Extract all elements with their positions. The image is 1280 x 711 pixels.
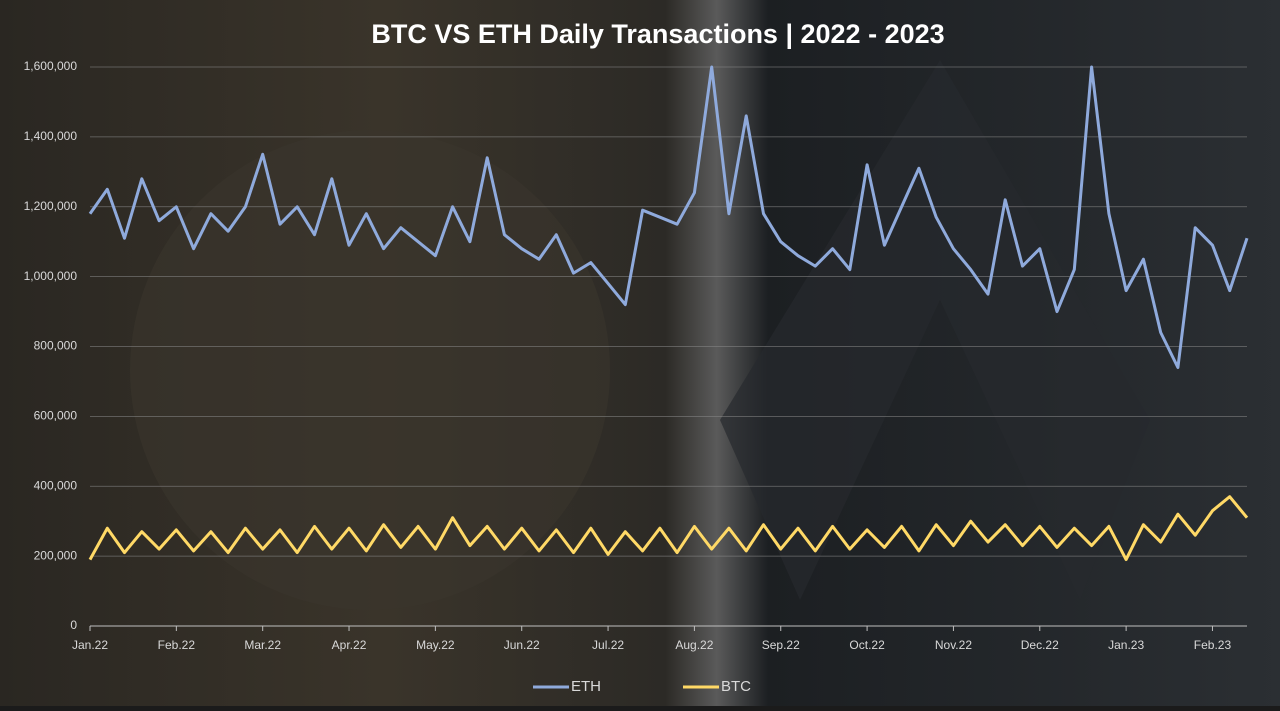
x-tick-label: Feb.23 [1194, 638, 1232, 652]
data-line [88, 495, 1249, 562]
x-tick-label: Jan.23 [1108, 638, 1144, 652]
x-tick-label: Jul.22 [592, 638, 624, 652]
x-tick-label: Jan.22 [72, 638, 108, 652]
y-tick-label: 1,400,000 [24, 129, 78, 143]
x-tick-label: Feb.22 [158, 638, 196, 652]
x-tick-label: Jun.22 [504, 638, 540, 652]
y-tick-label: 0 [70, 618, 77, 632]
y-tick-label: 600,000 [34, 409, 78, 423]
x-tick-label: Apr.22 [332, 638, 367, 652]
chart-title: BTC VS ETH Daily Transactions | 2022 - 2… [371, 19, 944, 49]
legend-label: BTC [721, 678, 751, 695]
eth-decoration [720, 60, 1150, 600]
y-tick-label: 1,200,000 [24, 199, 78, 213]
x-tick-label: Aug.22 [675, 638, 713, 652]
y-tick-label: 800,000 [34, 339, 78, 353]
y-tick-label: 400,000 [34, 478, 78, 492]
data-line [88, 65, 1249, 369]
y-tick-label: 1,600,000 [24, 59, 78, 73]
legend-label: ETH [571, 678, 601, 695]
x-tick-label: Dec.22 [1021, 638, 1059, 652]
x-tick-label: Mar.22 [244, 638, 281, 652]
y-tick-label: 200,000 [34, 548, 78, 562]
x-tick-label: May.22 [416, 638, 455, 652]
y-tick-label: 1,000,000 [24, 269, 78, 283]
x-tick-label: Nov.22 [935, 638, 972, 652]
x-tick-label: Sep.22 [762, 638, 800, 652]
coin-decoration [130, 130, 610, 610]
x-tick-label: Oct.22 [849, 638, 885, 652]
